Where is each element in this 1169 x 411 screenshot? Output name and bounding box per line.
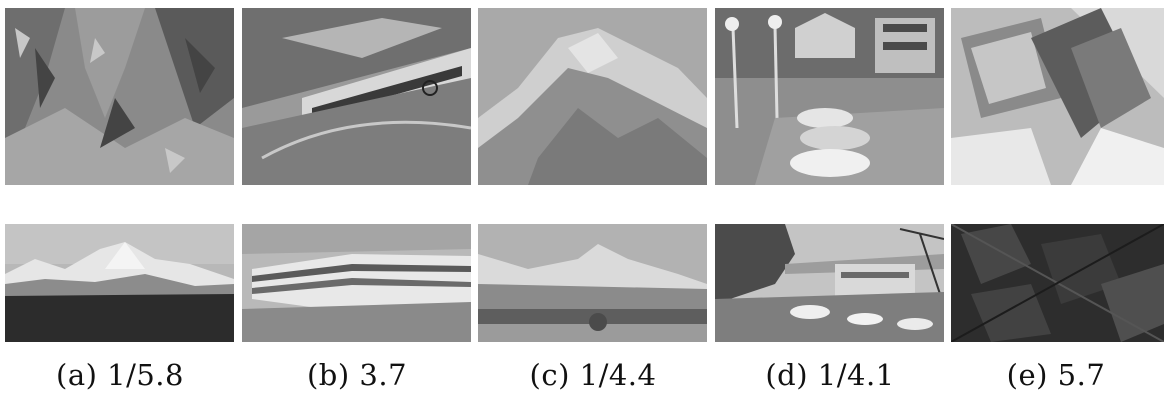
rotated-lab-equipment-image bbox=[951, 8, 1164, 185]
parking-lot-crane-image bbox=[715, 224, 944, 342]
panel-caption-a: (a) 1/5.8 bbox=[56, 358, 184, 392]
panel-caption-d: (d) 1/4.1 bbox=[765, 358, 895, 392]
panel-caption-e: (e) 5.7 bbox=[1006, 358, 1106, 392]
snowy-mountain-image bbox=[5, 224, 234, 342]
rocky-cliff-image bbox=[5, 8, 234, 185]
modern-building-image bbox=[242, 224, 471, 342]
mountain-town-view-image bbox=[478, 224, 707, 342]
rotated-building-road-image bbox=[242, 8, 471, 185]
panel-caption-c: (c) 1/4.4 bbox=[529, 358, 657, 392]
zoomed-mountain-peak-image bbox=[478, 8, 707, 185]
parking-lot-houses-image bbox=[715, 8, 944, 185]
dark-aerial-blocks-image bbox=[951, 224, 1164, 342]
panel-caption-b: (b) 3.7 bbox=[306, 358, 408, 392]
